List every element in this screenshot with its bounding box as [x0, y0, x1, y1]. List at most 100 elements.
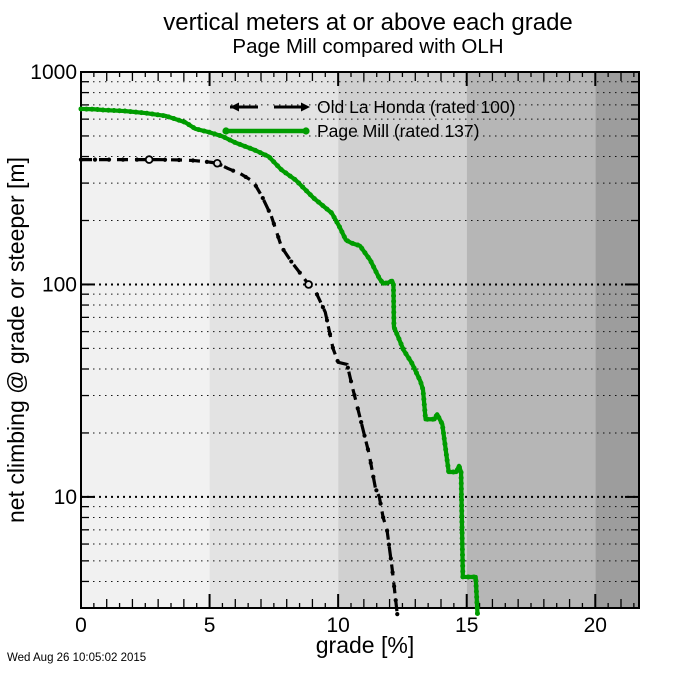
legend-olh-left-arrow-icon — [230, 102, 239, 112]
y-tick-label: 100 — [42, 273, 77, 296]
olh-open-marker — [304, 280, 313, 289]
olh-curve-marker — [231, 168, 236, 173]
page-mill-curve-marker — [391, 320, 397, 326]
olh-curve-marker — [297, 270, 302, 275]
page-mill-curve-marker — [420, 385, 426, 391]
olh-curve-marker — [374, 488, 379, 493]
olh-curve-marker — [134, 157, 140, 162]
page-mill-curve-marker — [458, 486, 464, 492]
page-mill-curve-marker — [149, 111, 155, 117]
olh-curve-marker — [386, 542, 392, 547]
chart-title: vertical meters at or above each grade — [163, 9, 573, 36]
page-mill-curve-marker — [355, 242, 361, 248]
page-mill-curve-marker — [144, 110, 150, 116]
chart-subtitle: Page Mill compared with OLH — [232, 35, 503, 58]
page-mill-curve-marker — [278, 167, 284, 173]
page-mill-curve-marker — [127, 109, 133, 115]
legend-label-olh: Old La Honda (rated 100) — [317, 97, 515, 117]
page-mill-curve-marker — [111, 108, 117, 114]
x-tick-label: 15 — [455, 614, 478, 637]
page-mill-curve-marker — [275, 163, 281, 169]
page-mill-curve-marker — [390, 282, 396, 288]
page-mill-curve-marker — [398, 341, 404, 347]
page-mill-curve-marker — [359, 245, 365, 251]
page-mill-curve-marker — [441, 435, 447, 441]
page-mill-curve-marker — [368, 259, 374, 265]
page-mill-curve-marker — [171, 116, 177, 122]
page-mill-curve-marker — [391, 287, 397, 293]
page-mill-curve-marker — [262, 152, 268, 158]
page-mill-curve-marker — [105, 107, 111, 113]
olh-curve-marker — [320, 305, 326, 310]
page-mill-curve-marker — [424, 416, 430, 422]
page-mill-curve-marker — [416, 375, 422, 381]
olh-curve-marker — [368, 460, 373, 466]
olh-curve-marker — [390, 570, 395, 575]
olh-curve-marker — [355, 406, 360, 411]
olh-curve-marker — [314, 292, 320, 297]
page-mill-curve-marker — [458, 491, 464, 497]
page-mill-curve-marker — [459, 502, 465, 508]
page-mill-curve-marker — [316, 199, 322, 205]
page-mill-curve-marker — [445, 463, 451, 469]
page-mill-curve-marker — [287, 173, 293, 179]
olh-curve-marker — [330, 345, 335, 350]
page-mill-curve-marker — [331, 214, 337, 220]
olh-curve-marker — [176, 157, 182, 163]
page-mill-curve-marker — [165, 114, 171, 120]
page-mill-curve-marker — [186, 122, 192, 128]
page-mill-curve-marker — [300, 184, 306, 190]
page-mill-curve-marker — [458, 469, 464, 475]
page-mill-curve-marker — [349, 240, 355, 246]
page-mill-curve-marker — [138, 110, 144, 116]
olh-curve-marker — [352, 392, 357, 398]
olh-curve-marker — [120, 157, 126, 162]
page-mill-curve-marker — [100, 107, 106, 113]
page-mill-curve-marker — [473, 583, 479, 589]
page-mill-curve-marker — [371, 264, 377, 270]
page-mill-curve-marker — [420, 391, 426, 397]
background-bands — [81, 72, 639, 608]
legend: Old La Honda (rated 100) Page Mill (rate… — [222, 97, 515, 141]
olh-curve-marker — [281, 247, 286, 253]
page-mill-curve-marker — [176, 117, 182, 123]
page-mill-curve-marker — [292, 176, 298, 182]
page-mill-curve-marker — [436, 414, 442, 420]
grade-band — [595, 72, 639, 608]
grade-band — [81, 72, 210, 608]
olh-curve-marker — [78, 157, 84, 162]
olh-curve-marker — [378, 501, 383, 506]
page-mill-curve-marker — [362, 250, 368, 256]
olh-curve-marker — [345, 365, 350, 370]
olh-curve-marker — [253, 183, 258, 189]
page-mill-curve-marker — [403, 351, 409, 357]
page-mill-curve-marker — [94, 107, 100, 113]
page-mill-curve-marker — [411, 365, 417, 371]
page-mill-curve-marker — [311, 196, 317, 202]
page-mill-curve-marker — [252, 147, 258, 153]
grade-band — [209, 72, 339, 608]
page-mill-curve-marker — [116, 108, 122, 114]
page-mill-curve-marker — [191, 125, 197, 131]
page-mill-curve-marker — [459, 535, 465, 541]
page-mill-curve-marker — [460, 568, 466, 574]
olh-curve-marker — [266, 208, 271, 213]
page-mill-curve-marker — [83, 106, 89, 112]
page-mill-curve-marker — [474, 599, 480, 605]
legend-page-mill-dot-icon — [222, 127, 230, 135]
page-mill-curve-marker — [257, 150, 263, 156]
olh-curve-marker — [204, 159, 210, 164]
page-mill-curve-marker — [443, 452, 449, 458]
page-mill-curve-marker — [459, 519, 465, 525]
y-tick-label: 1000 — [30, 61, 77, 84]
page-mill-curve-marker — [212, 131, 218, 137]
page-mill-curve-marker — [283, 170, 289, 176]
y-tick-label: 10 — [54, 486, 77, 509]
page-mill-curve-marker — [303, 188, 309, 194]
page-mill-curve-marker — [334, 219, 340, 225]
olh-curve-marker — [327, 331, 333, 337]
page-mill-curve-marker — [422, 413, 428, 419]
page-mill-curve-marker — [400, 346, 406, 352]
page-mill-curve-marker — [459, 530, 465, 536]
olh-curve-marker — [271, 221, 276, 226]
